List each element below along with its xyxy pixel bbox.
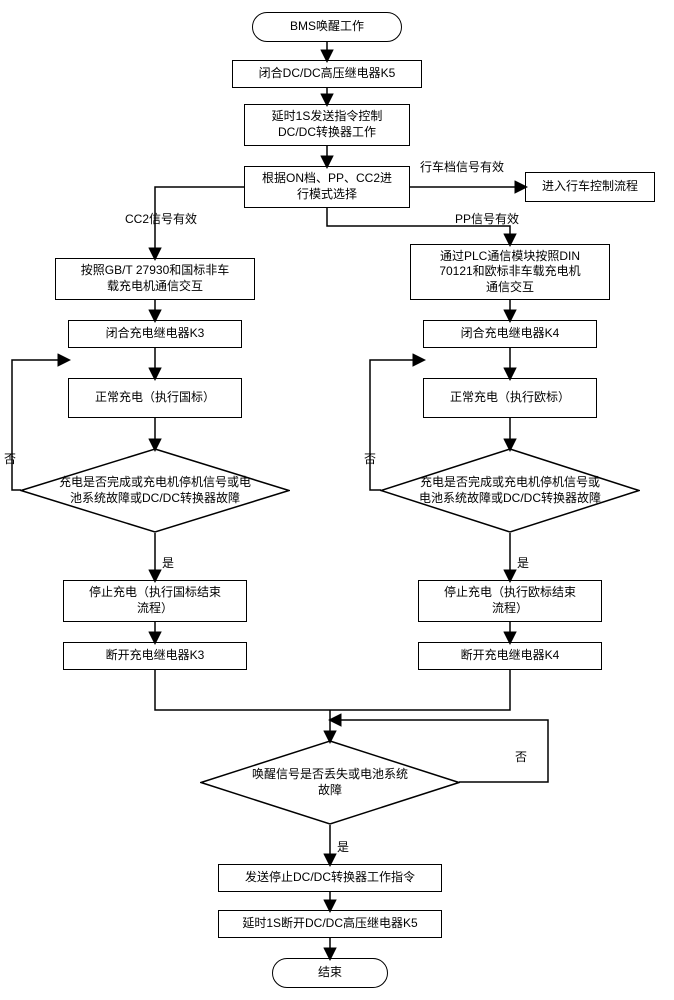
eu-comm-label: 通过PLC通信模块按照DIN 70121和欧标非车载充电机 通信交互 <box>439 249 580 296</box>
delay-off-label: 延时1S断开DC/DC高压继电器K5 <box>242 916 417 932</box>
eu-done-label: 充电是否完成或充电机停机信号或 电池系统故障或DC/DC转换器故障 <box>389 475 631 506</box>
wake-lost-label: 唤醒信号是否丢失或电池系统 故障 <box>216 767 444 798</box>
on-valid-label: 行车档信号有效 <box>420 158 504 175</box>
send-stop-node: 发送停止DC/DC转换器工作指令 <box>218 864 442 892</box>
start-label: BMS唤醒工作 <box>290 19 364 35</box>
k4-on-label: 闭合充电继电器K4 <box>461 326 560 342</box>
eu-done-decision: 充电是否完成或充电机停机信号或 电池系统故障或DC/DC转换器故障 <box>380 448 640 533</box>
wake-no-label: 否 <box>515 748 527 765</box>
eu-no-label: 否 <box>364 450 376 467</box>
pp-valid-label: PP信号有效 <box>455 210 519 227</box>
end-node: 结束 <box>272 958 388 988</box>
eu-stop-label: 停止充电（执行欧标结束 流程） <box>444 585 576 616</box>
delay-on-label: 延时1S发送指令控制 DC/DC转换器工作 <box>272 109 383 140</box>
gb-comm-node: 按照GB/T 27930和国标非车 载充电机通信交互 <box>55 258 255 300</box>
mode-node: 根据ON档、PP、CC2进 行模式选择 <box>244 166 410 208</box>
k4-off-node: 断开充电继电器K4 <box>418 642 602 670</box>
gb-stop-label: 停止充电（执行国标结束 流程） <box>89 585 221 616</box>
wake-lost-decision: 唤醒信号是否丢失或电池系统 故障 <box>200 740 460 825</box>
delay-on-node: 延时1S发送指令控制 DC/DC转换器工作 <box>244 104 410 146</box>
gb-charge-node: 正常充电（执行国标） <box>68 378 242 418</box>
k3-on-label: 闭合充电继电器K3 <box>106 326 205 342</box>
k3-off-node: 断开充电继电器K3 <box>63 642 247 670</box>
eu-charge-label: 正常充电（执行欧标） <box>450 390 570 406</box>
gb-done-decision: 充电是否完成或充电机停机信号或电 池系统故障或DC/DC转换器故障 <box>20 448 290 533</box>
gb-charge-label: 正常充电（执行国标） <box>95 390 215 406</box>
k4-off-label: 断开充电继电器K4 <box>461 648 560 664</box>
eu-yes-label: 是 <box>517 554 529 571</box>
wake-yes-label: 是 <box>337 838 349 855</box>
gb-yes-label: 是 <box>162 554 174 571</box>
cc2-valid-label: CC2信号有效 <box>125 210 197 227</box>
mode-label: 根据ON档、PP、CC2进 行模式选择 <box>262 171 392 202</box>
gb-no-label: 否 <box>4 450 16 467</box>
k3-off-label: 断开充电继电器K3 <box>106 648 205 664</box>
delay-off-node: 延时1S断开DC/DC高压继电器K5 <box>218 910 442 938</box>
end-label: 结束 <box>318 965 342 981</box>
k5-on-node: 闭合DC/DC高压继电器K5 <box>232 60 422 88</box>
k3-on-node: 闭合充电继电器K3 <box>68 320 242 348</box>
eu-stop-node: 停止充电（执行欧标结束 流程） <box>418 580 602 622</box>
k4-on-node: 闭合充电继电器K4 <box>423 320 597 348</box>
send-stop-label: 发送停止DC/DC转换器工作指令 <box>245 870 415 886</box>
eu-charge-node: 正常充电（执行欧标） <box>423 378 597 418</box>
start-node: BMS唤醒工作 <box>252 12 402 42</box>
eu-comm-node: 通过PLC通信模块按照DIN 70121和欧标非车载充电机 通信交互 <box>410 244 610 300</box>
gb-comm-label: 按照GB/T 27930和国标非车 载充电机通信交互 <box>81 263 230 294</box>
gb-stop-node: 停止充电（执行国标结束 流程） <box>63 580 247 622</box>
gb-done-label: 充电是否完成或充电机停机信号或电 池系统故障或DC/DC转换器故障 <box>25 475 285 506</box>
drive-label: 进入行车控制流程 <box>542 179 638 195</box>
drive-node: 进入行车控制流程 <box>525 172 655 202</box>
k5-on-label: 闭合DC/DC高压继电器K5 <box>259 66 396 82</box>
